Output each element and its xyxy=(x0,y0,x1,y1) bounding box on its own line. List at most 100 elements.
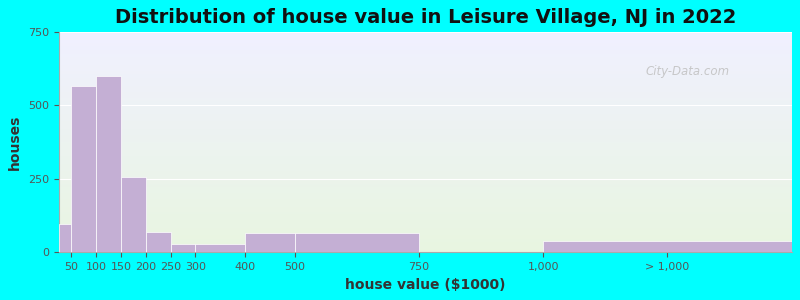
Bar xyxy=(58,196,792,197)
Bar xyxy=(58,35,792,36)
Bar xyxy=(58,76,792,77)
Bar xyxy=(58,96,792,97)
Bar xyxy=(58,61,792,63)
Bar xyxy=(58,141,792,142)
Bar xyxy=(58,159,792,160)
Bar xyxy=(58,121,792,122)
Bar xyxy=(58,236,792,237)
Bar xyxy=(58,77,792,78)
Bar xyxy=(58,132,792,133)
Bar xyxy=(58,113,792,114)
Bar xyxy=(58,112,792,113)
Bar xyxy=(58,187,792,188)
Bar xyxy=(58,206,792,207)
Bar xyxy=(58,163,792,164)
Bar xyxy=(58,45,792,46)
Bar xyxy=(58,238,792,239)
Bar xyxy=(58,67,792,68)
Bar xyxy=(58,216,792,217)
Bar xyxy=(58,202,792,203)
Bar xyxy=(58,44,792,45)
Bar xyxy=(170,244,195,252)
Bar xyxy=(58,169,792,171)
Bar xyxy=(58,125,792,127)
Bar xyxy=(58,82,792,83)
Bar xyxy=(58,135,792,136)
Bar xyxy=(58,175,792,176)
Bar xyxy=(58,239,792,240)
Bar xyxy=(58,194,792,195)
Bar xyxy=(58,32,792,33)
Bar xyxy=(58,94,792,96)
Bar xyxy=(58,73,792,74)
Bar xyxy=(58,48,792,49)
Bar xyxy=(58,230,792,231)
Bar xyxy=(58,220,792,221)
Bar xyxy=(58,218,792,219)
Bar xyxy=(58,89,792,90)
Bar xyxy=(58,40,792,42)
Bar xyxy=(58,171,792,172)
Bar xyxy=(58,204,792,205)
Bar xyxy=(58,248,792,249)
Bar xyxy=(58,242,792,244)
Bar xyxy=(58,37,792,38)
Y-axis label: houses: houses xyxy=(8,114,22,170)
Bar xyxy=(58,131,792,132)
Bar xyxy=(58,183,792,184)
Bar xyxy=(146,232,170,252)
Bar xyxy=(58,229,792,230)
Bar xyxy=(58,205,792,206)
Bar xyxy=(58,188,792,190)
Bar xyxy=(58,182,792,183)
Bar xyxy=(58,47,792,48)
Bar xyxy=(58,87,792,88)
Bar xyxy=(58,161,792,162)
Bar xyxy=(58,74,792,75)
Bar xyxy=(58,164,792,165)
Bar xyxy=(58,56,792,57)
Bar xyxy=(58,109,792,110)
Bar xyxy=(58,43,792,44)
Bar xyxy=(58,119,792,120)
Bar xyxy=(58,212,792,213)
Title: Distribution of house value in Leisure Village, NJ in 2022: Distribution of house value in Leisure V… xyxy=(114,8,736,27)
Bar xyxy=(58,167,792,169)
Bar xyxy=(58,101,792,102)
Bar xyxy=(58,160,792,161)
Bar xyxy=(58,247,792,248)
Bar xyxy=(58,151,792,152)
Bar xyxy=(58,165,792,166)
Bar xyxy=(58,152,792,153)
Bar xyxy=(58,213,792,214)
Bar xyxy=(58,58,792,59)
Bar xyxy=(58,232,792,234)
Bar xyxy=(58,186,792,187)
Bar xyxy=(58,209,792,211)
Bar xyxy=(58,92,792,94)
Bar xyxy=(58,104,792,106)
Bar xyxy=(58,110,792,111)
Bar xyxy=(58,52,792,54)
Bar xyxy=(58,144,792,145)
Bar xyxy=(58,66,792,67)
Bar xyxy=(58,246,792,247)
Bar xyxy=(58,83,792,85)
Bar xyxy=(58,214,792,215)
Bar xyxy=(58,133,792,134)
Bar xyxy=(58,245,792,246)
Bar xyxy=(58,145,792,146)
Bar xyxy=(58,162,792,163)
Bar xyxy=(58,150,792,151)
Bar xyxy=(58,46,792,47)
Bar xyxy=(58,116,792,117)
Bar xyxy=(58,50,792,52)
Bar xyxy=(58,154,792,155)
Bar xyxy=(96,76,121,252)
Bar xyxy=(58,86,792,87)
Bar xyxy=(58,55,792,56)
Bar xyxy=(58,65,792,66)
Bar xyxy=(58,240,792,242)
Bar xyxy=(543,241,792,252)
Bar xyxy=(58,103,792,104)
